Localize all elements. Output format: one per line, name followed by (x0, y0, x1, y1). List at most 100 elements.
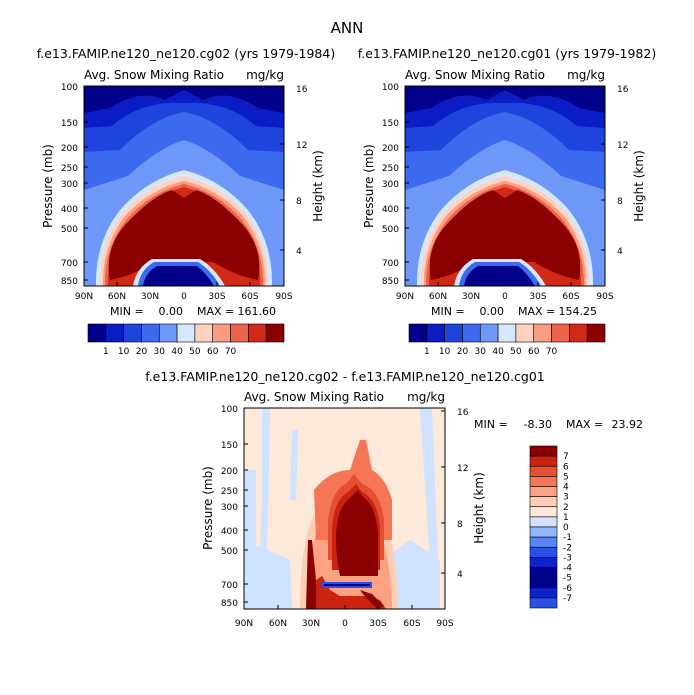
y-tick-label: 400 (382, 205, 399, 215)
colorbar-label: 7 (563, 452, 569, 462)
ticks (83, 85, 285, 286)
colorbar-swatch (265, 323, 285, 343)
contour-field (244, 408, 445, 609)
y2-tick-label: 12 (457, 464, 468, 474)
colorbar-label: 5 (563, 472, 569, 482)
colorbar-swatch (529, 526, 558, 538)
x-tick-label: 60N (429, 292, 447, 302)
colorbar-label: 1 (563, 513, 569, 523)
x-tick-label: 90S (596, 292, 613, 302)
min-value: 0.00 (159, 305, 184, 318)
panel-title: f.e13.FAMIP.ne120_ne120.cg01 (yrs 1979-1… (358, 46, 656, 61)
colorbar-swatch (529, 567, 558, 578)
y2-tick-label: 4 (296, 247, 302, 257)
y-tick-label: 300 (382, 180, 399, 190)
y-tick-label: 200 (221, 467, 238, 477)
colorbar-label: 70 (225, 347, 237, 357)
panel-title: f.e13.FAMIP.ne120_ne120.cg02 (yrs 1979-1… (37, 46, 335, 61)
min-max-readout: MIN = 0.00 MAX = 161.60 (110, 305, 276, 318)
colorbar-label: -4 (563, 564, 572, 574)
colorbar-swatch (529, 496, 558, 508)
colorbar-swatch (529, 587, 558, 599)
y-tick-label: 100 (382, 83, 399, 93)
min-max-readout: MIN = 0.00 MAX = 154.25 (431, 305, 597, 318)
y-tick-label: 100 (61, 83, 78, 93)
colorbar-swatch (529, 465, 558, 477)
colorbar-swatch (462, 323, 481, 343)
y2-axis-title: Height (km) (311, 150, 325, 221)
colorbar-label: 60 (528, 347, 540, 357)
colorbar-swatch (194, 323, 214, 343)
x-tick-labels: 90N 60N 30N 0 30S 60S 90S (75, 292, 293, 302)
colorbar-swatch (529, 546, 558, 558)
colorbar-label: 1 (103, 347, 109, 357)
y-tick-label: 100 (221, 405, 238, 415)
colorbar-label: -5 (563, 574, 572, 584)
y-tick-labels: 100 150 200 250 300 400 500 700 850 (382, 83, 399, 287)
colorbar-swatch (497, 323, 517, 343)
y2-tick-label: 4 (457, 570, 463, 580)
colorbar-swatch (230, 323, 249, 343)
colorbar-swatch (569, 323, 588, 343)
y2-tick-labels: 16 12 8 4 (457, 408, 469, 580)
contour-field (405, 86, 605, 286)
min-label: MIN = (431, 305, 465, 318)
y-tick-label: 200 (382, 144, 399, 154)
colorbar-swatch (408, 323, 428, 343)
y-tick-label: 700 (61, 259, 78, 269)
colorbar-swatch (87, 323, 107, 343)
colorbar-swatch (529, 516, 558, 528)
y-tick-label: 400 (221, 527, 238, 537)
min-value: 0.00 (480, 305, 505, 318)
x-tick-label: 30N (141, 292, 159, 302)
colorbar-swatch (529, 577, 558, 589)
y-tick-label: 250 (221, 487, 238, 497)
x-tick-label: 90N (235, 619, 253, 629)
colorbar-label: -3 (563, 553, 572, 563)
colorbar-swatch (123, 323, 142, 343)
colorbar-swatch (551, 323, 570, 343)
colorbar-label: 60 (207, 347, 219, 357)
y-tick-label: 850 (61, 277, 78, 287)
min-value: -8.30 (524, 418, 552, 431)
y-tick-labels: 100 150 200 250 300 400 500 700 850 (221, 405, 238, 609)
colorbar-swatch (529, 597, 558, 609)
unit-label: mg/kg (567, 68, 605, 82)
max-label: MAX = (518, 305, 555, 318)
x-tick-label: 90S (436, 619, 453, 629)
y2-axis-title: Height (km) (472, 472, 486, 543)
x-tick-label: 0 (342, 619, 348, 629)
contour-field (84, 86, 284, 286)
y-tick-label: 500 (382, 225, 399, 235)
colorbar-label: 2 (563, 503, 569, 513)
y2-tick-label: 12 (296, 141, 307, 151)
colorbar-label: -1 (563, 533, 572, 543)
x-tick-label: 60S (241, 292, 258, 302)
colorbar: 1 10 20 30 40 50 60 70 (408, 323, 606, 357)
colorbar-label: -7 (563, 594, 572, 604)
max-value: 154.25 (559, 305, 598, 318)
colorbar-label: -6 (563, 584, 572, 594)
colorbar-swatch (105, 323, 124, 343)
x-tick-label: 30S (208, 292, 225, 302)
min-label: MIN = (474, 418, 508, 431)
x-tick-labels: 90N 60N 30N 0 30S 60S 90S (396, 292, 614, 302)
y-tick-label: 400 (61, 205, 78, 215)
y-tick-label: 850 (221, 599, 238, 609)
x-tick-label: 30S (529, 292, 546, 302)
colorbar-swatch (444, 323, 463, 343)
unit-label: mg/kg (246, 68, 284, 82)
y2-axis-title: Height (km) (632, 150, 646, 221)
colorbar-swatch (212, 323, 231, 343)
colorbar-label: -2 (563, 543, 572, 553)
y-tick-label: 150 (221, 441, 238, 451)
panel-cg01: f.e13.FAMIP.ne120_ne120.cg01 (yrs 1979-1… (358, 46, 656, 357)
y2-tick-label: 16 (296, 85, 308, 95)
panel-difference: f.e13.FAMIP.ne120_ne120.cg02 - f.e13.FAM… (145, 369, 643, 629)
x-tick-label: 60S (562, 292, 579, 302)
colorbar-swatch (176, 323, 196, 343)
colorbar-label: 20 (457, 347, 469, 357)
colorbar: 1 10 20 30 40 50 60 70 (87, 323, 285, 357)
